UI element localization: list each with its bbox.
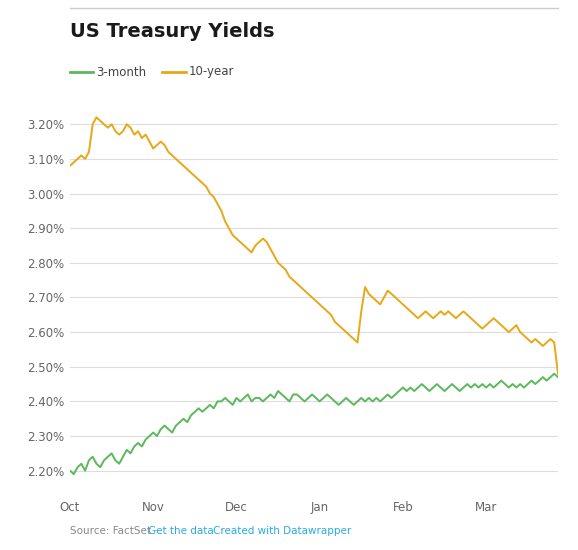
Text: Get the data: Get the data xyxy=(148,526,214,536)
Text: 3-month: 3-month xyxy=(96,65,146,79)
Text: Source: FactSet ·: Source: FactSet · xyxy=(70,526,161,536)
Text: 10-year: 10-year xyxy=(188,65,234,79)
Text: Created with Datawrapper: Created with Datawrapper xyxy=(213,526,351,536)
Text: US Treasury Yields: US Treasury Yields xyxy=(70,22,275,41)
Text: ·: · xyxy=(195,526,205,536)
